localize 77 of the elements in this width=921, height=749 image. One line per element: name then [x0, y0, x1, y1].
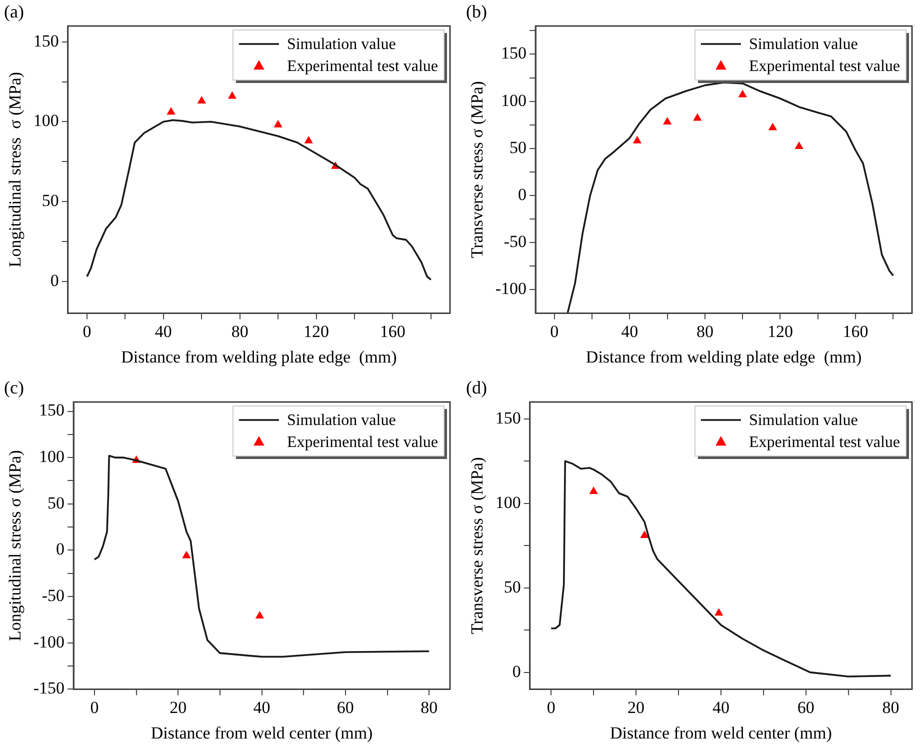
- y-tick-label: 0: [56, 540, 65, 559]
- x-tick-label: 20: [170, 698, 187, 717]
- y-tick-label: 100: [495, 492, 521, 512]
- x-tick-label: 40: [253, 698, 270, 717]
- x-tick-label: 40: [621, 322, 638, 341]
- legend-label: Simulation value: [748, 36, 858, 54]
- x-tick-label: 80: [231, 322, 248, 341]
- chart-title: (d): [466, 378, 487, 398]
- x-tick-label: 20: [628, 698, 645, 717]
- y-tick-label: 100: [33, 111, 59, 130]
- y-tick-label: -100: [33, 632, 65, 652]
- y-tick-label: 150: [33, 31, 59, 50]
- point: [166, 107, 176, 115]
- legend-label: Experimental test value: [748, 58, 900, 76]
- y-tick-label: 0: [512, 662, 521, 681]
- y-tick-label: 150: [501, 44, 527, 63]
- chart-title: (a): [4, 2, 24, 22]
- y-tick-label: 100: [501, 90, 527, 110]
- legend-label: Simulation value: [286, 412, 396, 430]
- x-tick-label: 80: [420, 698, 438, 717]
- y-tick-label: 50: [42, 190, 59, 210]
- y-tick-label: 0: [50, 270, 59, 290]
- y-tick-label: 150: [495, 408, 521, 428]
- legend-label: Simulation value: [286, 36, 396, 54]
- y-tick-label: 50: [510, 138, 527, 157]
- x-axis-title: Distance from weld center (mm): [610, 723, 832, 742]
- y-axis-title: Longitudinal stress σ (MPa): [6, 450, 25, 642]
- point: [228, 91, 237, 99]
- x-tick-label: 80: [882, 698, 900, 717]
- y-tick-label: -50: [42, 586, 65, 606]
- point: [197, 96, 206, 104]
- x-tick-label: 120: [767, 322, 793, 341]
- point: [693, 113, 702, 121]
- y-tick-label: 50: [504, 577, 521, 596]
- point: [274, 120, 282, 128]
- x-axis-title: Distance from weld center (mm): [150, 723, 373, 742]
- point: [304, 136, 313, 144]
- x-tick-label: 0: [546, 698, 556, 717]
- legend-label: Experimental test value: [748, 434, 900, 452]
- y-axis-title: Longitudinal stress σ (MPa): [6, 72, 25, 268]
- y-axis-title: Transverse stress σ (MPa): [468, 81, 487, 258]
- y-tick-label: 100: [39, 447, 65, 466]
- chart-title: (b): [466, 2, 487, 22]
- y-tick-label: 0: [518, 184, 527, 204]
- chart-title: (c): [4, 378, 24, 398]
- point: [738, 90, 747, 98]
- point: [640, 530, 649, 538]
- point: [768, 122, 778, 130]
- point: [182, 550, 191, 558]
- y-tick-label: -100: [495, 279, 527, 298]
- point: [794, 142, 804, 150]
- legend-label: Experimental test value: [286, 434, 438, 452]
- y-axis-title: Transverse stress σ (MPa): [468, 457, 487, 634]
- x-tick-label: 0: [90, 698, 99, 717]
- x-axis-title: Distance from welding plate edge (mm): [586, 347, 862, 366]
- y-tick-label: 50: [48, 493, 65, 512]
- x-tick-label: 60: [797, 698, 814, 717]
- x-tick-label: 60: [336, 698, 354, 717]
- legend-label: Experimental test value: [286, 58, 438, 76]
- legend-label: Simulation value: [748, 412, 858, 430]
- point: [714, 608, 724, 616]
- x-tick-label: 160: [842, 322, 868, 341]
- point: [632, 136, 642, 144]
- y-tick-label: -50: [504, 232, 527, 252]
- x-tick-label: 80: [696, 322, 714, 341]
- point: [589, 486, 598, 494]
- point: [255, 611, 264, 619]
- x-tick-label: 0: [550, 322, 559, 341]
- y-tick-label: -150: [33, 678, 65, 698]
- x-tick-label: 40: [712, 698, 730, 717]
- x-tick-label: 120: [304, 322, 330, 341]
- x-tick-label: 40: [154, 322, 172, 341]
- x-axis-title: Distance from welding plate edge (mm): [121, 347, 397, 366]
- x-tick-label: 0: [82, 322, 92, 341]
- y-tick-label: 150: [39, 400, 65, 420]
- point: [662, 117, 672, 125]
- x-tick-label: 160: [380, 322, 406, 341]
